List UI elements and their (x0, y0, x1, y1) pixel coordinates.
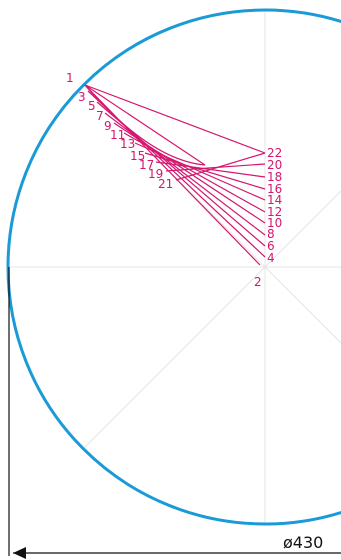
label-21: 21 (158, 177, 173, 191)
label-20: 20 (267, 158, 282, 172)
label-13: 13 (120, 137, 135, 151)
dimension-label: ø430 (283, 533, 323, 552)
line-1-20 (84, 84, 206, 166)
dimension-arrow (13, 547, 26, 559)
dimension (8, 267, 341, 559)
label-5: 5 (88, 99, 96, 113)
point-labels: 1 3 5 7 9 11 13 15 17 19 21 22 20 18 16 … (66, 71, 282, 289)
label-9: 9 (104, 119, 112, 133)
label-3: 3 (78, 90, 86, 104)
label-17: 17 (139, 158, 154, 172)
guide-diagonal-ll (82, 266, 266, 450)
label-18: 18 (267, 170, 282, 184)
label-22: 22 (267, 146, 282, 160)
label-19: 19 (148, 167, 163, 181)
line-9-10 (113, 122, 266, 224)
label-16: 16 (267, 182, 282, 196)
label-10: 10 (267, 216, 282, 230)
outer-circle (6, 8, 341, 526)
line-1-22 (84, 84, 266, 154)
label-7: 7 (96, 109, 104, 123)
guide-diagonal-ur (264, 190, 341, 268)
label-2: 2 (254, 275, 262, 289)
label-8: 8 (267, 227, 275, 241)
line-21-22 (175, 152, 266, 181)
label-1: 1 (66, 71, 74, 85)
label-12: 12 (267, 205, 282, 219)
line-7-8 (104, 112, 266, 236)
label-15: 15 (130, 149, 145, 163)
string-lines (84, 84, 266, 266)
label-11: 11 (110, 128, 125, 142)
label-4: 4 (267, 251, 275, 265)
guide-lines (8, 10, 341, 525)
envelope-curve (84, 84, 206, 166)
label-14: 14 (267, 193, 282, 207)
line-13-14 (134, 142, 266, 201)
guide-diagonal-lr (264, 266, 341, 344)
label-6: 6 (267, 239, 275, 253)
line-11-12 (123, 132, 266, 213)
